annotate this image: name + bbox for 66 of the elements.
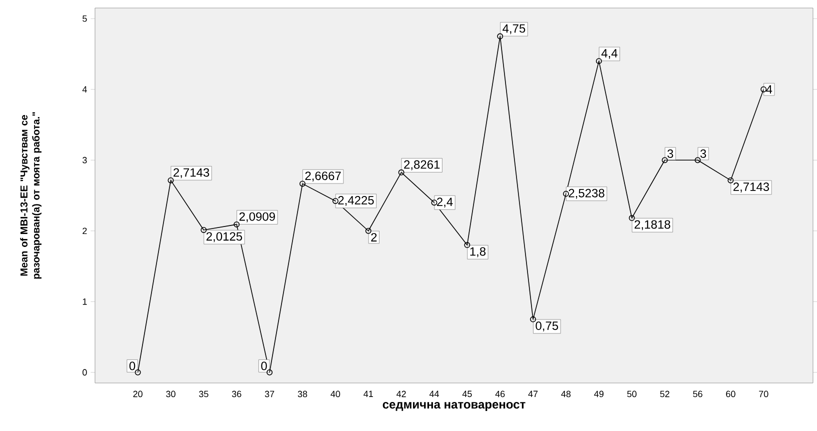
y-tick-label: 0	[82, 369, 87, 376]
y-tick-label: 1	[82, 298, 87, 305]
data-label: 4,4	[601, 49, 618, 59]
point	[728, 177, 734, 184]
x-tick-label: 47	[528, 390, 538, 397]
data-label: 2,1818	[634, 220, 670, 230]
point	[464, 242, 470, 248]
data-label: 3	[667, 149, 674, 158]
x-tick-label: 42	[396, 390, 406, 398]
data-label: 2,5238	[568, 188, 604, 199]
x-tick-label: 52	[660, 390, 670, 398]
x-tick-label: 41	[364, 390, 373, 397]
point	[530, 316, 536, 322]
point	[234, 221, 240, 228]
data-label: 0,75	[536, 322, 558, 332]
point	[332, 198, 338, 204]
point	[662, 157, 668, 164]
point	[168, 177, 174, 184]
data-label: 2,8261	[404, 160, 440, 170]
point	[562, 190, 569, 197]
data-label: 1,8	[470, 247, 486, 258]
point	[266, 369, 273, 376]
data-label: 2	[371, 233, 377, 242]
y-tick-label: 3	[82, 156, 87, 164]
point	[596, 58, 602, 64]
x-tick-label: 60	[726, 390, 736, 398]
data-label: 2,4225	[338, 196, 374, 206]
x-tick-label: 46	[495, 390, 505, 398]
x-tick-label: 20	[133, 390, 142, 398]
point	[398, 169, 404, 176]
data-label: 2,7143	[733, 182, 770, 192]
data-label: 2,0125	[206, 232, 242, 242]
point	[300, 180, 306, 187]
data-label: 2,6667	[305, 172, 341, 182]
data-label: 2,7143	[174, 168, 210, 178]
data-label: 2,0909	[239, 212, 275, 222]
data-label: 2,4	[437, 198, 453, 208]
x-tick-label: 44	[429, 390, 439, 397]
y-tick-label: 2	[82, 228, 87, 234]
point	[497, 33, 504, 40]
x-tick-label: 70	[759, 390, 768, 398]
point	[365, 228, 372, 234]
data-label: 0	[261, 362, 267, 370]
x-tick-label: 40	[330, 390, 340, 398]
x-tick-label: 56	[693, 390, 702, 398]
x-tick-label: 35	[199, 390, 208, 398]
x-tick-label: 36	[232, 390, 242, 398]
data-label: 0	[129, 362, 136, 370]
point	[431, 200, 438, 206]
y-tick-label: 4	[82, 86, 87, 92]
x-tick-label: 30	[166, 390, 176, 398]
x-tick-label: 48	[561, 390, 571, 398]
point	[694, 157, 701, 164]
y-tick-label: 5	[82, 15, 87, 22]
point	[200, 226, 207, 233]
x-axis-title: седмична натовареност	[382, 402, 526, 411]
data-label: 4	[766, 85, 772, 94]
x-tick-label: 50	[627, 390, 637, 398]
point	[628, 215, 635, 222]
y-axis-title: Mean of MBI-13-EE "Чувствам се разочарован(а) от моята работа."	[20, 112, 42, 279]
x-tick-label: 49	[594, 390, 604, 398]
data-label: 3	[700, 149, 706, 158]
x-tick-label: 38	[298, 390, 308, 398]
x-tick-label: 37	[264, 390, 274, 398]
data-label: 4,75	[502, 24, 526, 34]
x-tick-label: 45	[462, 390, 472, 398]
